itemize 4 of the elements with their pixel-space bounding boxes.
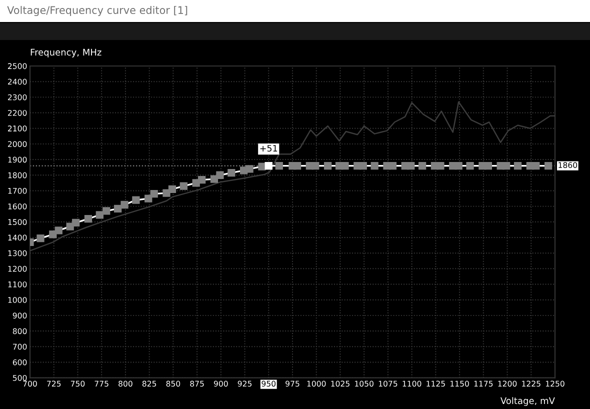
chart-title: Voltage/Frequency curve editor [1]	[7, 6, 188, 16]
annotation: +51	[260, 145, 278, 152]
x-axis-title: Voltage, mV	[500, 397, 555, 406]
y-axis-title: Frequency, MHz	[30, 48, 102, 58]
